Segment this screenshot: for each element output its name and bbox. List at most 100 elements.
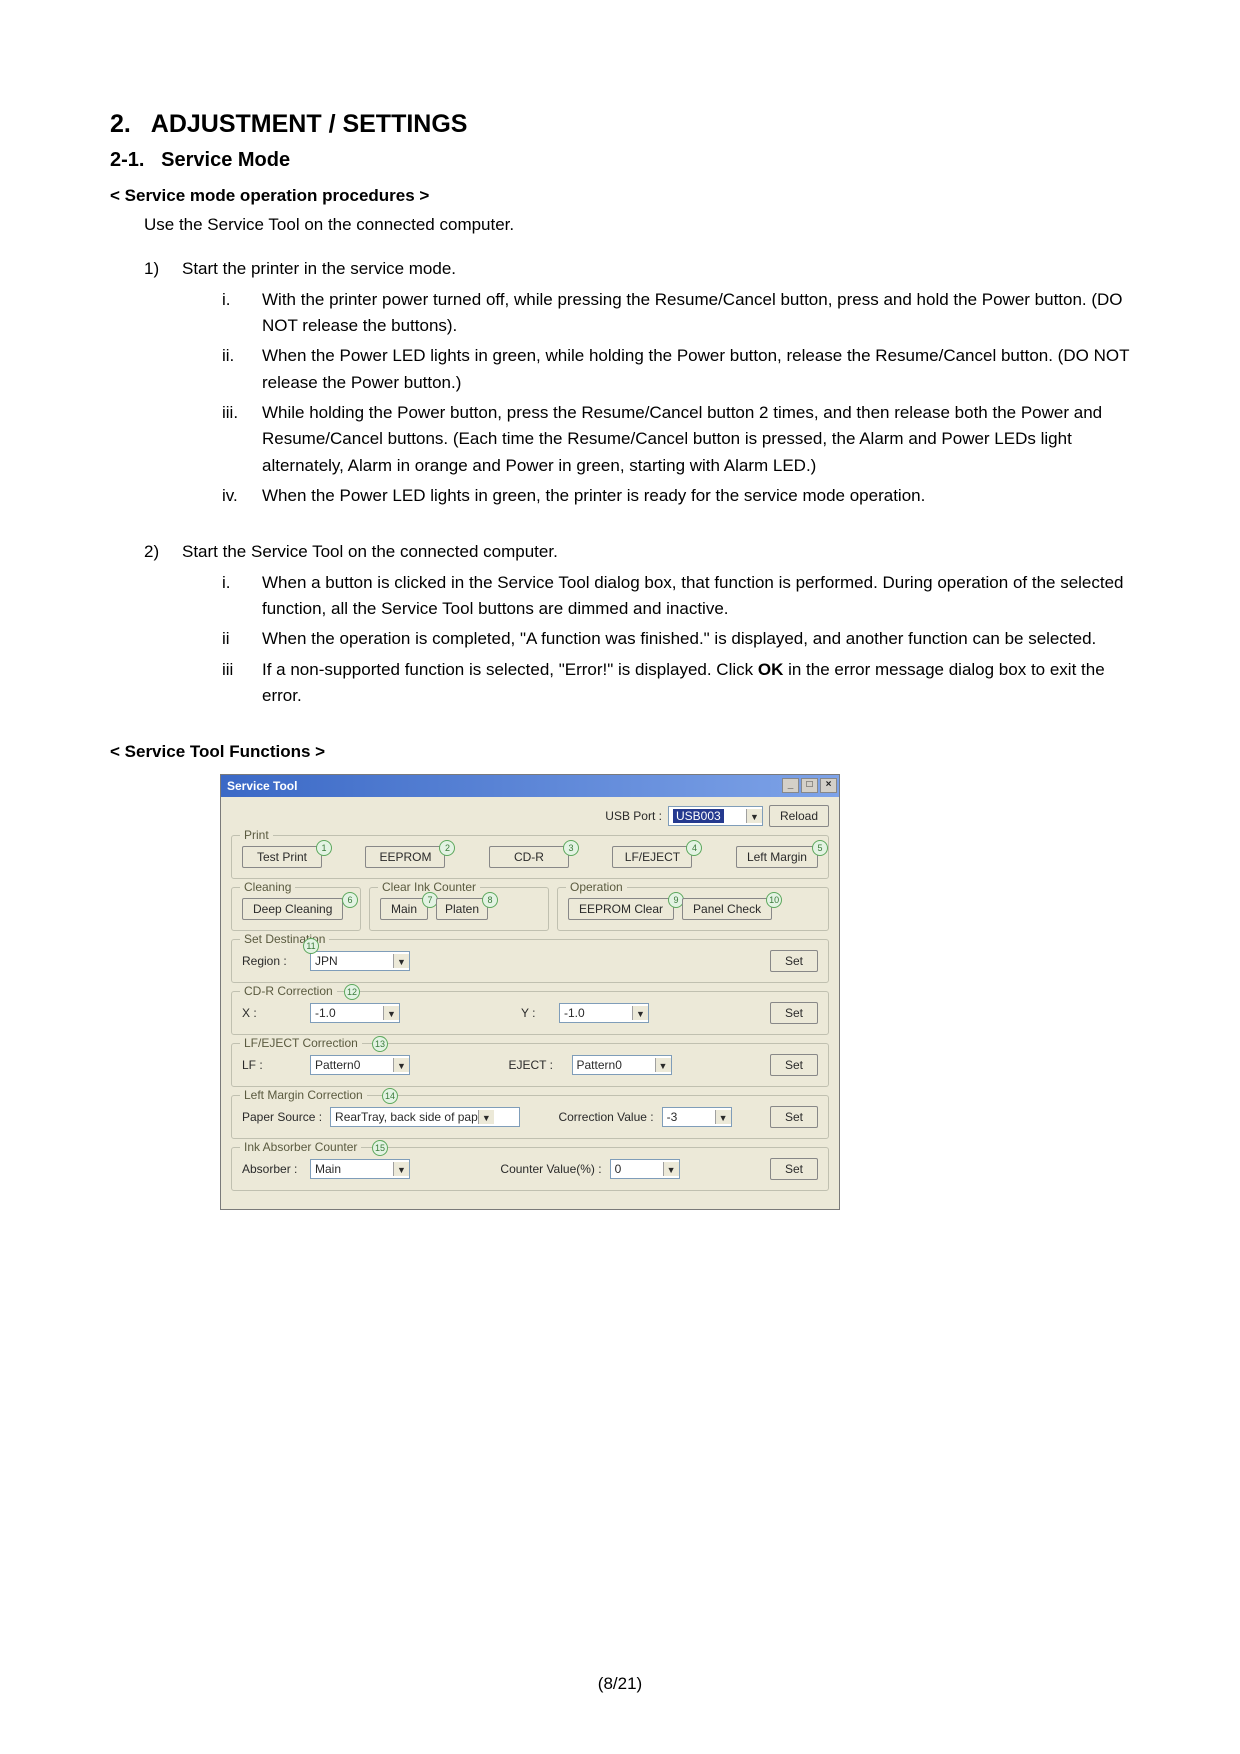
chevron-down-icon[interactable]: ▼ — [715, 1110, 731, 1124]
lf-eject-correction-group: LF/EJECT Correction 13 LF : Pattern0 ▼ E… — [231, 1043, 829, 1087]
page-footer: (8/21) — [0, 1674, 1240, 1694]
group-title: LF/EJECT Correction — [240, 1036, 362, 1050]
absorber-select[interactable]: Main ▼ — [310, 1159, 410, 1179]
y-label: Y : — [521, 1006, 551, 1020]
substep-text: While holding the Power button, press th… — [262, 400, 1140, 479]
substep-rn: iv. — [222, 483, 262, 509]
chevron-down-icon[interactable]: ▼ — [663, 1162, 679, 1176]
substep-text: With the printer power turned off, while… — [262, 287, 1140, 340]
group-title: Operation — [566, 880, 627, 894]
chevron-down-icon[interactable]: ▼ — [383, 1006, 399, 1020]
substep-rn: ii. — [222, 343, 262, 396]
region-value: JPN — [315, 954, 338, 968]
chevron-down-icon[interactable]: ▼ — [393, 1162, 409, 1176]
step-list: 1) Start the printer in the service mode… — [110, 256, 1140, 713]
substep-rn: iii. — [222, 400, 262, 479]
badge-icon: 4 — [686, 840, 702, 856]
badge-icon: 12 — [344, 984, 360, 1000]
badge-icon: 14 — [382, 1088, 398, 1104]
chevron-down-icon[interactable]: ▼ — [393, 1058, 409, 1072]
eject-label: EJECT : — [509, 1058, 564, 1072]
substep-list: i.When a button is clicked in the Servic… — [182, 570, 1140, 710]
set-button[interactable]: Set — [770, 1002, 818, 1024]
step-1: 1) Start the printer in the service mode… — [144, 256, 1140, 513]
panel-check-button[interactable]: Panel Check — [682, 898, 772, 920]
titlebar[interactable]: Service Tool _ □ × — [221, 775, 839, 797]
chevron-down-icon[interactable]: ▼ — [632, 1006, 648, 1020]
x-label: X : — [242, 1006, 302, 1020]
functions-header: < Service Tool Functions > — [110, 742, 1140, 762]
chevron-down-icon[interactable]: ▼ — [655, 1058, 671, 1072]
region-label: Region : — [242, 954, 302, 968]
group-title: Left Margin Correction — [240, 1088, 367, 1102]
correction-value-label: Correction Value : — [558, 1110, 653, 1124]
substep-rn: i. — [222, 570, 262, 623]
badge-icon: 15 — [372, 1140, 388, 1156]
page: 2. ADJUSTMENT / SETTINGS 2-1. Service Mo… — [0, 0, 1240, 1754]
set-button[interactable]: Set — [770, 950, 818, 972]
usb-port-label: USB Port : — [605, 809, 662, 823]
subsection-number: 2-1. — [110, 149, 144, 171]
section-title: ADJUSTMENT / SETTINGS — [151, 110, 468, 138]
step-lead: Start the Service Tool on the connected … — [182, 539, 1140, 565]
operation-group: Operation EEPROM Clear 9 Panel Check 10 — [557, 887, 829, 931]
service-tool-dialog: Service Tool _ □ × USB Port : USB003 ▼ R… — [220, 774, 840, 1210]
intro-paragraph: Use the Service Tool on the connected co… — [144, 212, 1140, 238]
lf-value: Pattern0 — [315, 1058, 360, 1072]
chevron-down-icon[interactable]: ▼ — [746, 809, 762, 823]
x-select[interactable]: -1.0 ▼ — [310, 1003, 400, 1023]
set-button[interactable]: Set — [770, 1158, 818, 1180]
platen-button[interactable]: Platen — [436, 898, 488, 920]
chevron-down-icon[interactable]: ▼ — [478, 1110, 494, 1124]
eeprom-button[interactable]: EEPROM — [365, 846, 445, 868]
eeprom-clear-button[interactable]: EEPROM Clear — [568, 898, 674, 920]
test-print-button[interactable]: Test Print — [242, 846, 322, 868]
group-title: Print — [240, 828, 273, 842]
minimize-icon[interactable]: _ — [782, 778, 799, 793]
set-destination-group: Set Destination Region : JPN ▼ 11 Set — [231, 939, 829, 983]
maximize-icon[interactable]: □ — [801, 778, 818, 793]
correction-value: -3 — [667, 1110, 678, 1124]
main-button[interactable]: Main — [380, 898, 428, 920]
paper-source-label: Paper Source : — [242, 1110, 322, 1124]
badge-icon: 5 — [812, 840, 828, 856]
substep-text: When the Power LED lights in green, whil… — [262, 343, 1140, 396]
cdr-button[interactable]: CD-R — [489, 846, 569, 868]
y-select[interactable]: -1.0 ▼ — [559, 1003, 649, 1023]
lf-select[interactable]: Pattern0 ▼ — [310, 1055, 410, 1075]
substep-text: When the Power LED lights in green, the … — [262, 483, 1140, 509]
section-number: 2. — [110, 110, 131, 138]
step-number: 2) — [144, 539, 182, 713]
deep-cleaning-button[interactable]: Deep Cleaning — [242, 898, 343, 920]
badge-icon: 8 — [482, 892, 498, 908]
absorber-label: Absorber : — [242, 1162, 302, 1176]
close-icon[interactable]: × — [820, 778, 837, 793]
paper-source-select[interactable]: RearTray, back side of pap ▼ — [330, 1107, 520, 1127]
substep-rn: i. — [222, 287, 262, 340]
x-value: -1.0 — [315, 1006, 336, 1020]
subsection-heading: 2-1. Service Mode — [110, 149, 1140, 172]
set-button[interactable]: Set — [770, 1054, 818, 1076]
usb-port-select[interactable]: USB003 ▼ — [668, 806, 763, 826]
badge-icon: 10 — [766, 892, 782, 908]
correction-value-select[interactable]: -3 ▼ — [662, 1107, 732, 1127]
y-value: -1.0 — [564, 1006, 585, 1020]
substep-text: If a non-supported function is selected,… — [262, 657, 1140, 710]
usb-port-value: USB003 — [673, 809, 724, 823]
chevron-down-icon[interactable]: ▼ — [393, 954, 409, 968]
reload-button[interactable]: Reload — [769, 805, 829, 827]
eject-value: Pattern0 — [577, 1058, 622, 1072]
group-title: CD-R Correction — [240, 984, 337, 998]
badge-icon: 13 — [372, 1036, 388, 1052]
left-margin-button[interactable]: Left Margin — [736, 846, 818, 868]
section-heading: 2. ADJUSTMENT / SETTINGS — [110, 110, 1140, 139]
region-select[interactable]: JPN ▼ 11 — [310, 951, 410, 971]
substep-rn: ii — [222, 626, 262, 652]
set-button[interactable]: Set — [770, 1106, 818, 1128]
left-margin-correction-group: Left Margin Correction 14 Paper Source :… — [231, 1095, 829, 1139]
eject-select[interactable]: Pattern0 ▼ — [572, 1055, 672, 1075]
badge-icon: 3 — [563, 840, 579, 856]
lf-eject-button[interactable]: LF/EJECT — [612, 846, 692, 868]
counter-value-select[interactable]: 0 ▼ — [610, 1159, 680, 1179]
substep-rn: iii — [222, 657, 262, 710]
